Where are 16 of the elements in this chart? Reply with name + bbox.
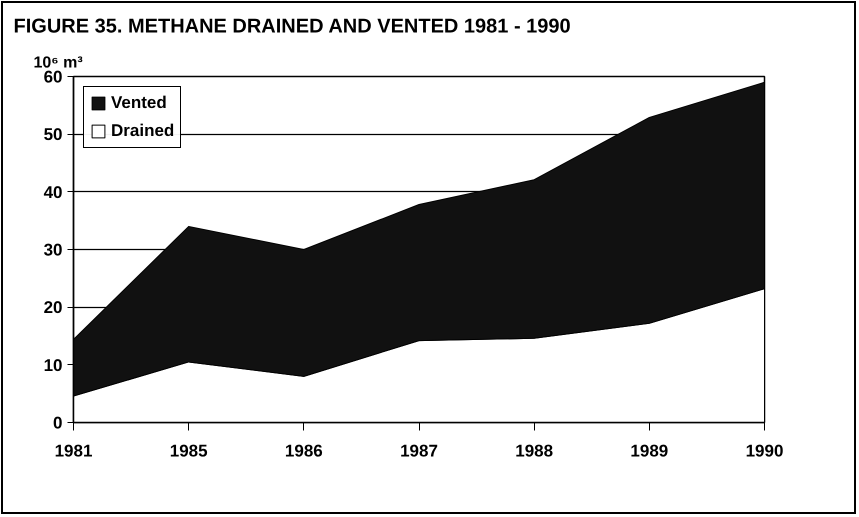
y-tick-label: 10	[44, 356, 63, 375]
y-tick-label: 30	[44, 240, 63, 260]
chart-title: FIGURE 35. METHANE DRAINED AND VENTED 1981 - 1990	[14, 16, 571, 38]
y-tick-label: 50	[44, 125, 63, 144]
x-tick-label: 1989	[630, 442, 668, 460]
x-tick-label: 1987	[400, 442, 438, 460]
y-tick-label: 40	[44, 182, 63, 202]
x-tick-label: 1985	[170, 442, 208, 460]
x-tick-label: 1986	[284, 442, 323, 460]
x-tick-label: 1990	[746, 442, 784, 460]
y-tick-label: 0	[53, 414, 63, 432]
legend-label: Drained	[111, 121, 174, 141]
x-tick-label: 1981	[54, 442, 92, 460]
legend-label: Vented	[111, 93, 167, 113]
y-tick-label: 20	[44, 298, 63, 318]
x-tick-label: 1988	[515, 442, 554, 460]
